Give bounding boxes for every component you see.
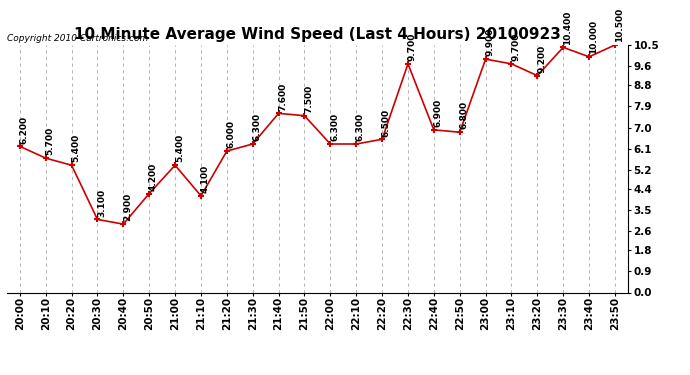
Text: 4.100: 4.100	[201, 165, 210, 193]
Text: 6.300: 6.300	[356, 113, 365, 141]
Text: 9.700: 9.700	[408, 33, 417, 61]
Text: 6.800: 6.800	[460, 101, 469, 129]
Text: 7.500: 7.500	[304, 85, 313, 113]
Text: 3.100: 3.100	[97, 189, 106, 217]
Text: 10.400: 10.400	[563, 10, 572, 45]
Title: 10 Minute Average Wind Speed (Last 4 Hours) 20100923: 10 Minute Average Wind Speed (Last 4 Hou…	[74, 27, 561, 42]
Text: 5.700: 5.700	[46, 127, 55, 155]
Text: 7.600: 7.600	[278, 82, 287, 111]
Text: 5.400: 5.400	[175, 134, 184, 162]
Text: 6.000: 6.000	[226, 120, 235, 148]
Text: Copyright 2010 Cartronics.com: Copyright 2010 Cartronics.com	[7, 33, 148, 42]
Text: 10.500: 10.500	[615, 8, 624, 42]
Text: 4.200: 4.200	[149, 162, 158, 191]
Text: 6.300: 6.300	[330, 113, 339, 141]
Text: 6.500: 6.500	[382, 108, 391, 136]
Text: 6.200: 6.200	[19, 116, 28, 144]
Text: 9.700: 9.700	[511, 33, 520, 61]
Text: 10.000: 10.000	[589, 20, 598, 54]
Text: 2.900: 2.900	[123, 193, 132, 221]
Text: 5.400: 5.400	[71, 134, 80, 162]
Text: 6.300: 6.300	[253, 113, 262, 141]
Text: 9.200: 9.200	[537, 45, 546, 73]
Text: 9.900: 9.900	[485, 28, 494, 56]
Text: 6.900: 6.900	[433, 99, 442, 127]
